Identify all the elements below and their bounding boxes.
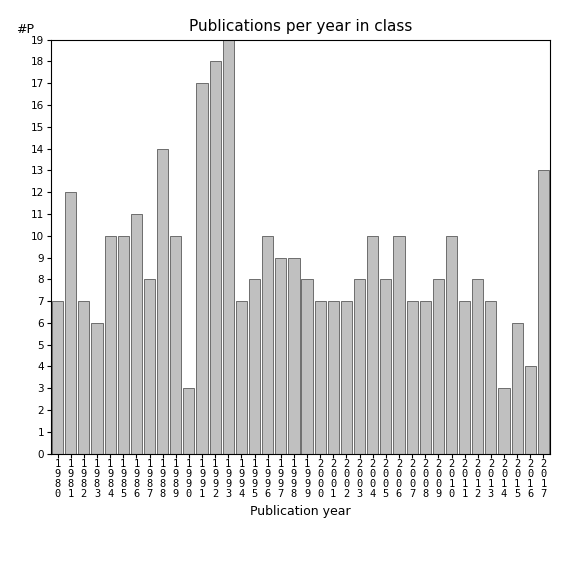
X-axis label: Publication year: Publication year xyxy=(250,505,351,518)
Bar xyxy=(262,236,273,454)
Bar xyxy=(210,61,221,454)
Bar xyxy=(341,301,352,454)
Bar xyxy=(380,280,391,454)
Bar xyxy=(511,323,523,454)
Bar xyxy=(433,280,444,454)
Bar xyxy=(393,236,405,454)
Bar xyxy=(275,257,286,454)
Bar xyxy=(78,301,90,454)
Bar xyxy=(170,236,181,454)
Bar xyxy=(236,301,247,454)
Text: #P: #P xyxy=(16,23,34,36)
Bar xyxy=(289,257,299,454)
Bar xyxy=(315,301,326,454)
Bar xyxy=(459,301,470,454)
Bar xyxy=(354,280,365,454)
Title: Publications per year in class: Publications per year in class xyxy=(189,19,412,35)
Bar xyxy=(196,83,208,454)
Bar xyxy=(420,301,431,454)
Bar xyxy=(157,149,168,454)
Bar xyxy=(249,280,260,454)
Bar xyxy=(223,40,234,454)
Bar xyxy=(131,214,142,454)
Bar xyxy=(183,388,194,454)
Bar xyxy=(367,236,378,454)
Bar xyxy=(328,301,339,454)
Bar xyxy=(538,171,549,454)
Bar xyxy=(485,301,497,454)
Bar xyxy=(407,301,418,454)
Bar xyxy=(52,301,63,454)
Bar xyxy=(446,236,457,454)
Bar xyxy=(91,323,103,454)
Bar xyxy=(104,236,116,454)
Bar xyxy=(524,366,536,454)
Bar xyxy=(498,388,510,454)
Bar xyxy=(118,236,129,454)
Bar xyxy=(65,192,77,454)
Bar xyxy=(144,280,155,454)
Bar xyxy=(302,280,312,454)
Bar xyxy=(472,280,483,454)
